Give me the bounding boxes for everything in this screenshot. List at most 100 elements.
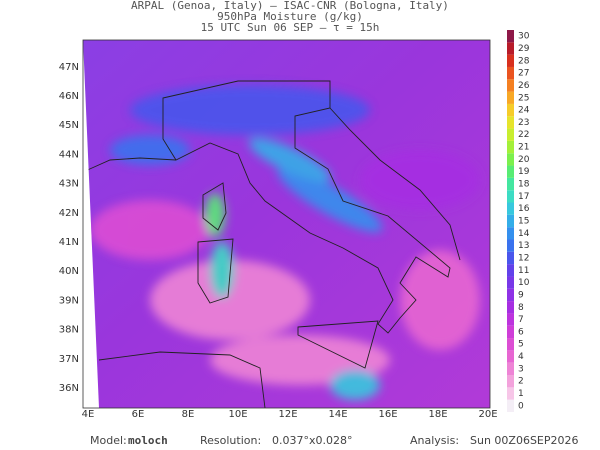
header-line: 950hPa Moisture (g/kg) — [217, 10, 363, 23]
colorbar-label: 5 — [518, 340, 524, 350]
map-field — [83, 40, 490, 408]
colorbar-label: 27 — [518, 69, 529, 79]
footer-value: 0.037°x0.028° — [272, 434, 353, 447]
lat-label: 39N — [59, 295, 79, 306]
colorbar-swatch — [507, 153, 514, 166]
header-line: 15 UTC Sun 06 SEP — τ = 15h — [201, 21, 380, 34]
colorbar-swatch — [507, 54, 514, 67]
colorbar-label: 15 — [518, 217, 529, 227]
colorbar-swatch — [507, 214, 514, 228]
coastline-sardinia — [197, 238, 234, 304]
coastline-france — [83, 157, 177, 173]
colorbar-swatch — [507, 239, 514, 252]
colorbar-label: 17 — [518, 192, 529, 202]
colorbar-label: 12 — [518, 253, 529, 263]
colorbar-swatch — [507, 288, 514, 302]
colorbar-swatch — [507, 301, 514, 314]
colorbar-swatch — [507, 91, 514, 104]
colorbar-label: 22 — [518, 130, 529, 140]
colorbar-label: 7 — [518, 315, 524, 325]
coastline-italy — [162, 80, 451, 334]
colorbar-swatch — [507, 276, 514, 289]
lat-label: 36N — [59, 383, 79, 394]
colorbar-swatch — [507, 350, 514, 363]
colorbar-swatch — [507, 177, 514, 191]
lon-label: 12E — [278, 409, 297, 420]
colorbar-swatch — [507, 264, 514, 277]
colorbar-label: 4 — [518, 352, 524, 362]
map-frame — [82, 39, 491, 409]
colorbar-swatch — [507, 202, 514, 215]
lat-label: 46N — [59, 91, 79, 102]
colorbar-swatch — [507, 399, 514, 412]
colorbar-swatch — [507, 79, 514, 92]
footer-label: Analysis: — [410, 434, 459, 447]
colorbar-swatch — [507, 140, 514, 154]
colorbar-label: 6 — [518, 327, 524, 337]
colorbar-label: 14 — [518, 229, 530, 239]
lat-label: 45N — [59, 120, 79, 131]
lon-label: 8E — [182, 409, 195, 420]
header-line: ARPAL (Genoa, Italy) — ISAC-CNR (Bologna… — [131, 0, 449, 12]
coastline-sicily — [297, 320, 379, 369]
colorbar: 0123456789101112131415161718192021222324… — [507, 30, 530, 412]
colorbar-swatch — [507, 190, 514, 203]
lon-label: 18E — [428, 409, 447, 420]
colorbar-label: 23 — [518, 118, 529, 128]
lon-labels: 4E 6E 8E 10E 12E 14E 16E 18E 20E — [82, 409, 498, 420]
lon-label: 4E — [82, 409, 95, 420]
lat-labels: 36N 37N 38N 39N 40N 41N 42N 43N 44N 45N 46N 47N — [59, 62, 79, 394]
lat-label: 38N — [59, 325, 79, 336]
lat-label: 40N — [59, 266, 79, 277]
colorbar-label: 25 — [518, 93, 529, 103]
colorbar-label: 28 — [518, 56, 530, 66]
footer-label: Model: — [90, 434, 127, 447]
colorbar-label: 8 — [518, 303, 524, 313]
colorbar-label: 16 — [518, 204, 530, 214]
lon-label: 10E — [228, 409, 247, 420]
colorbar-swatch — [507, 165, 514, 178]
coastline-balkans — [329, 107, 461, 261]
footer-value: Sun 00Z06SEP2026 — [470, 434, 579, 447]
lon-label: 14E — [328, 409, 347, 420]
colorbar-label: 11 — [518, 266, 529, 276]
colorbar-swatch — [507, 42, 514, 55]
lat-label: 47N — [59, 62, 79, 73]
colorbar-label: 2 — [518, 377, 524, 387]
colorbar-label: 29 — [518, 44, 530, 54]
colorbar-swatch — [507, 325, 514, 339]
lon-label: 16E — [378, 409, 397, 420]
colorbar-label: 0 — [518, 401, 524, 411]
colorbar-swatch — [507, 30, 514, 43]
colorbar-label: 3 — [518, 364, 524, 374]
colorbar-label: 19 — [518, 167, 530, 177]
lat-label: 37N — [59, 354, 79, 365]
colorbar-swatch — [507, 362, 514, 376]
colorbar-swatch — [507, 128, 514, 141]
colorbar-swatch — [507, 227, 514, 240]
lat-label: 44N — [59, 149, 79, 160]
colorbar-label: 30 — [518, 32, 530, 42]
lat-label: 42N — [59, 208, 79, 219]
colorbar-label: 9 — [518, 290, 524, 300]
lon-label: 6E — [132, 409, 145, 420]
colorbar-label: 26 — [518, 81, 530, 91]
footer-value: moloch — [128, 434, 168, 447]
colorbar-label: 24 — [518, 106, 530, 116]
colorbar-label: 1 — [518, 389, 524, 399]
colorbar-label: 13 — [518, 241, 529, 251]
lon-label: 20E — [478, 409, 497, 420]
colorbar-label: 21 — [518, 143, 529, 153]
footer-label: Resolution: — [200, 434, 261, 447]
colorbar-swatch — [507, 375, 514, 388]
colorbar-swatch — [507, 313, 514, 326]
colorbar-label: 20 — [518, 155, 530, 165]
colorbar-swatch — [507, 251, 514, 265]
lat-label: 41N — [59, 237, 79, 248]
lat-label: 43N — [59, 179, 79, 190]
colorbar-swatch — [507, 66, 514, 80]
colorbar-swatch — [507, 103, 514, 117]
coastline-corsica — [202, 182, 227, 231]
colorbar-label: 18 — [518, 180, 530, 190]
